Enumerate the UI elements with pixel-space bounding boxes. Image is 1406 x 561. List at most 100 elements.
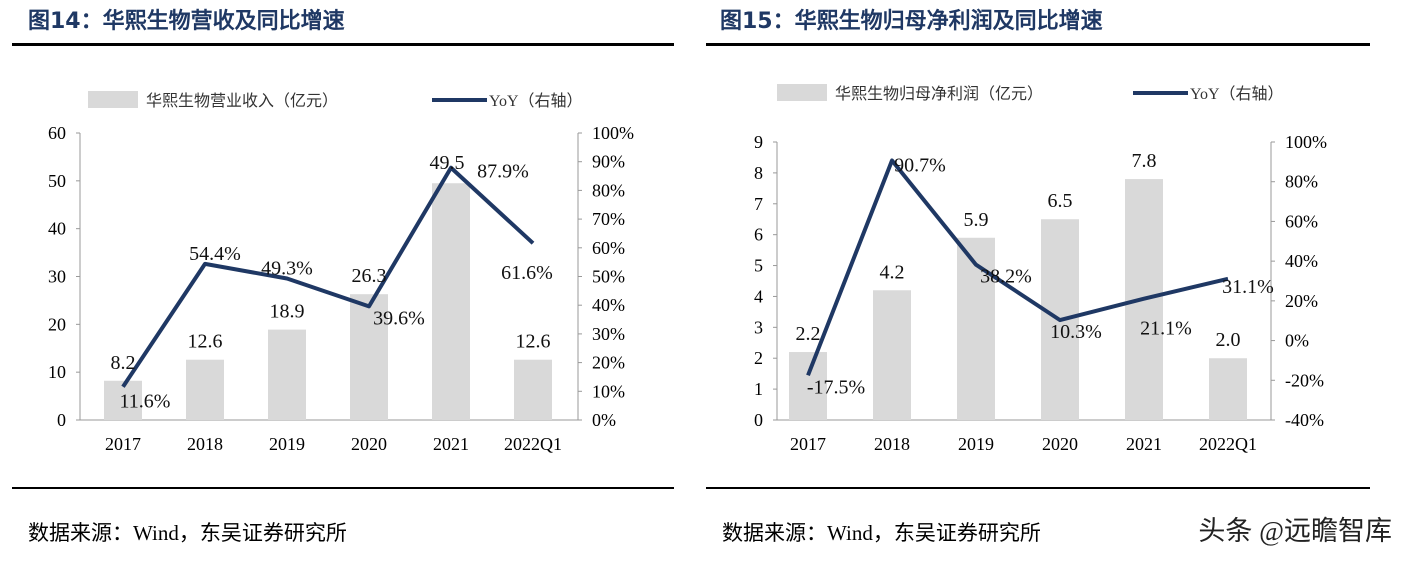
bottom-divider bbox=[12, 487, 674, 489]
bar-data-label: 12.6 bbox=[516, 331, 551, 353]
legend-line-label: YoY（右轴） bbox=[1190, 85, 1284, 103]
line-data-label: 21.1% bbox=[1140, 318, 1192, 340]
x-tick-label: 2017 bbox=[105, 434, 141, 454]
chart-title: 图15：华熙生物归母净利润及同比增速 bbox=[720, 8, 1103, 34]
right-tick-label: 90% bbox=[592, 152, 625, 172]
bar-data-label: 8.2 bbox=[111, 352, 136, 374]
x-tick-label: 2018 bbox=[874, 434, 910, 454]
left-tick-label: 0 bbox=[754, 410, 763, 430]
left-tick-label: 60 bbox=[48, 123, 66, 143]
right-tick-label: 30% bbox=[592, 324, 625, 344]
bar-data-label: 7.8 bbox=[1132, 150, 1157, 172]
bar bbox=[873, 290, 911, 420]
right-tick-label: 80% bbox=[592, 180, 625, 200]
legend-bar-swatch bbox=[777, 84, 827, 101]
bar bbox=[789, 352, 827, 420]
left-tick-label: 40 bbox=[48, 219, 66, 239]
left-tick-label: 5 bbox=[754, 256, 763, 276]
legend-bar-label: 华熙生物营业收入（亿元） bbox=[146, 92, 338, 110]
legend-bar-swatch bbox=[88, 91, 138, 108]
line-data-label: 31.1% bbox=[1222, 276, 1274, 298]
bar bbox=[268, 329, 306, 420]
x-tick-label: 2022Q1 bbox=[1199, 434, 1257, 454]
x-tick-label: 2021 bbox=[433, 434, 469, 454]
left-tick-label: 10 bbox=[48, 362, 66, 382]
bar bbox=[1209, 358, 1247, 420]
yoy-line bbox=[806, 158, 1229, 377]
chart-title: 图14：华熙生物营收及同比增速 bbox=[28, 8, 345, 34]
right-tick-label: 70% bbox=[592, 209, 625, 229]
x-tick-label: 2021 bbox=[1126, 434, 1162, 454]
right-tick-label: 0% bbox=[592, 410, 616, 430]
line-data-label: 61.6% bbox=[501, 262, 553, 284]
right-tick-label: 60% bbox=[1285, 211, 1318, 231]
bar bbox=[957, 237, 995, 420]
bar bbox=[186, 359, 224, 420]
bar-data-label: 5.9 bbox=[964, 209, 989, 231]
right-tick-label: -20% bbox=[1285, 370, 1324, 390]
legend-bar-label: 华熙生物归母净利润（亿元） bbox=[835, 85, 1043, 103]
source-note: 数据来源：Wind，东吴证券研究所 bbox=[28, 521, 347, 545]
bar-data-label: 49.5 bbox=[430, 152, 465, 174]
left-tick-label: 3 bbox=[754, 317, 763, 337]
bar-data-label: 18.9 bbox=[270, 301, 305, 323]
left-tick-label: 6 bbox=[754, 225, 763, 245]
bar-data-label: 12.6 bbox=[188, 331, 223, 353]
left-tick-label: 50 bbox=[48, 171, 66, 191]
line-data-label: 39.6% bbox=[373, 307, 425, 329]
right-tick-label: 100% bbox=[592, 123, 634, 143]
bar bbox=[514, 359, 552, 420]
watermark: 头条 @远瞻智库 bbox=[1198, 516, 1392, 546]
line-data-label: -17.5% bbox=[807, 376, 865, 398]
x-tick-label: 2019 bbox=[269, 434, 305, 454]
bar-data-label: 26.3 bbox=[352, 265, 387, 287]
left-tick-label: 9 bbox=[754, 132, 763, 152]
bar-data-label: 6.5 bbox=[1048, 190, 1073, 212]
right-tick-label: 40% bbox=[1285, 251, 1318, 271]
left-tick-label: 1 bbox=[754, 379, 763, 399]
bar-data-label: 2.0 bbox=[1216, 329, 1241, 351]
x-tick-label: 2022Q1 bbox=[504, 434, 562, 454]
bar bbox=[432, 183, 470, 420]
legend-line-label: YoY（右轴） bbox=[489, 92, 583, 110]
right-tick-label: 0% bbox=[1285, 331, 1309, 351]
line-data-label: 49.3% bbox=[261, 258, 313, 280]
left-tick-label: 8 bbox=[754, 163, 763, 183]
x-tick-label: 2020 bbox=[1042, 434, 1078, 454]
right-tick-label: 40% bbox=[592, 295, 625, 315]
x-tick-label: 2020 bbox=[351, 434, 387, 454]
title-divider bbox=[12, 43, 674, 46]
left-tick-label: 7 bbox=[754, 194, 763, 214]
x-tick-label: 2018 bbox=[187, 434, 223, 454]
line-data-label: 38.2% bbox=[980, 266, 1032, 288]
line-data-label: 11.6% bbox=[120, 391, 171, 413]
left-tick-label: 2 bbox=[754, 348, 763, 368]
title-divider bbox=[706, 43, 1370, 46]
left-tick-label: 0 bbox=[57, 410, 66, 430]
left-tick-label: 4 bbox=[754, 286, 763, 306]
right-tick-label: 50% bbox=[592, 267, 625, 287]
left-tick-label: 30 bbox=[48, 267, 66, 287]
bar bbox=[350, 294, 388, 420]
yoy-line bbox=[121, 165, 535, 388]
bar-data-label: 2.2 bbox=[796, 323, 821, 345]
right-tick-label: 20% bbox=[592, 353, 625, 373]
line-data-label: 54.4% bbox=[189, 243, 241, 265]
bar-data-label: 4.2 bbox=[880, 261, 905, 283]
line-data-label: 87.9% bbox=[477, 161, 529, 183]
right-tick-label: -40% bbox=[1285, 410, 1324, 430]
bar bbox=[104, 380, 142, 420]
x-tick-label: 2019 bbox=[958, 434, 994, 454]
right-tick-label: 100% bbox=[1285, 132, 1327, 152]
x-tick-label: 2017 bbox=[790, 434, 826, 454]
source-note: 数据来源：Wind，东吴证券研究所 bbox=[722, 521, 1041, 545]
line-data-label: 90.7% bbox=[894, 154, 946, 176]
right-tick-label: 80% bbox=[1285, 172, 1318, 192]
line-data-label: 10.3% bbox=[1050, 321, 1102, 343]
right-tick-label: 20% bbox=[1285, 291, 1318, 311]
right-tick-label: 60% bbox=[592, 238, 625, 258]
right-tick-label: 10% bbox=[592, 381, 625, 401]
left-tick-label: 20 bbox=[48, 314, 66, 334]
